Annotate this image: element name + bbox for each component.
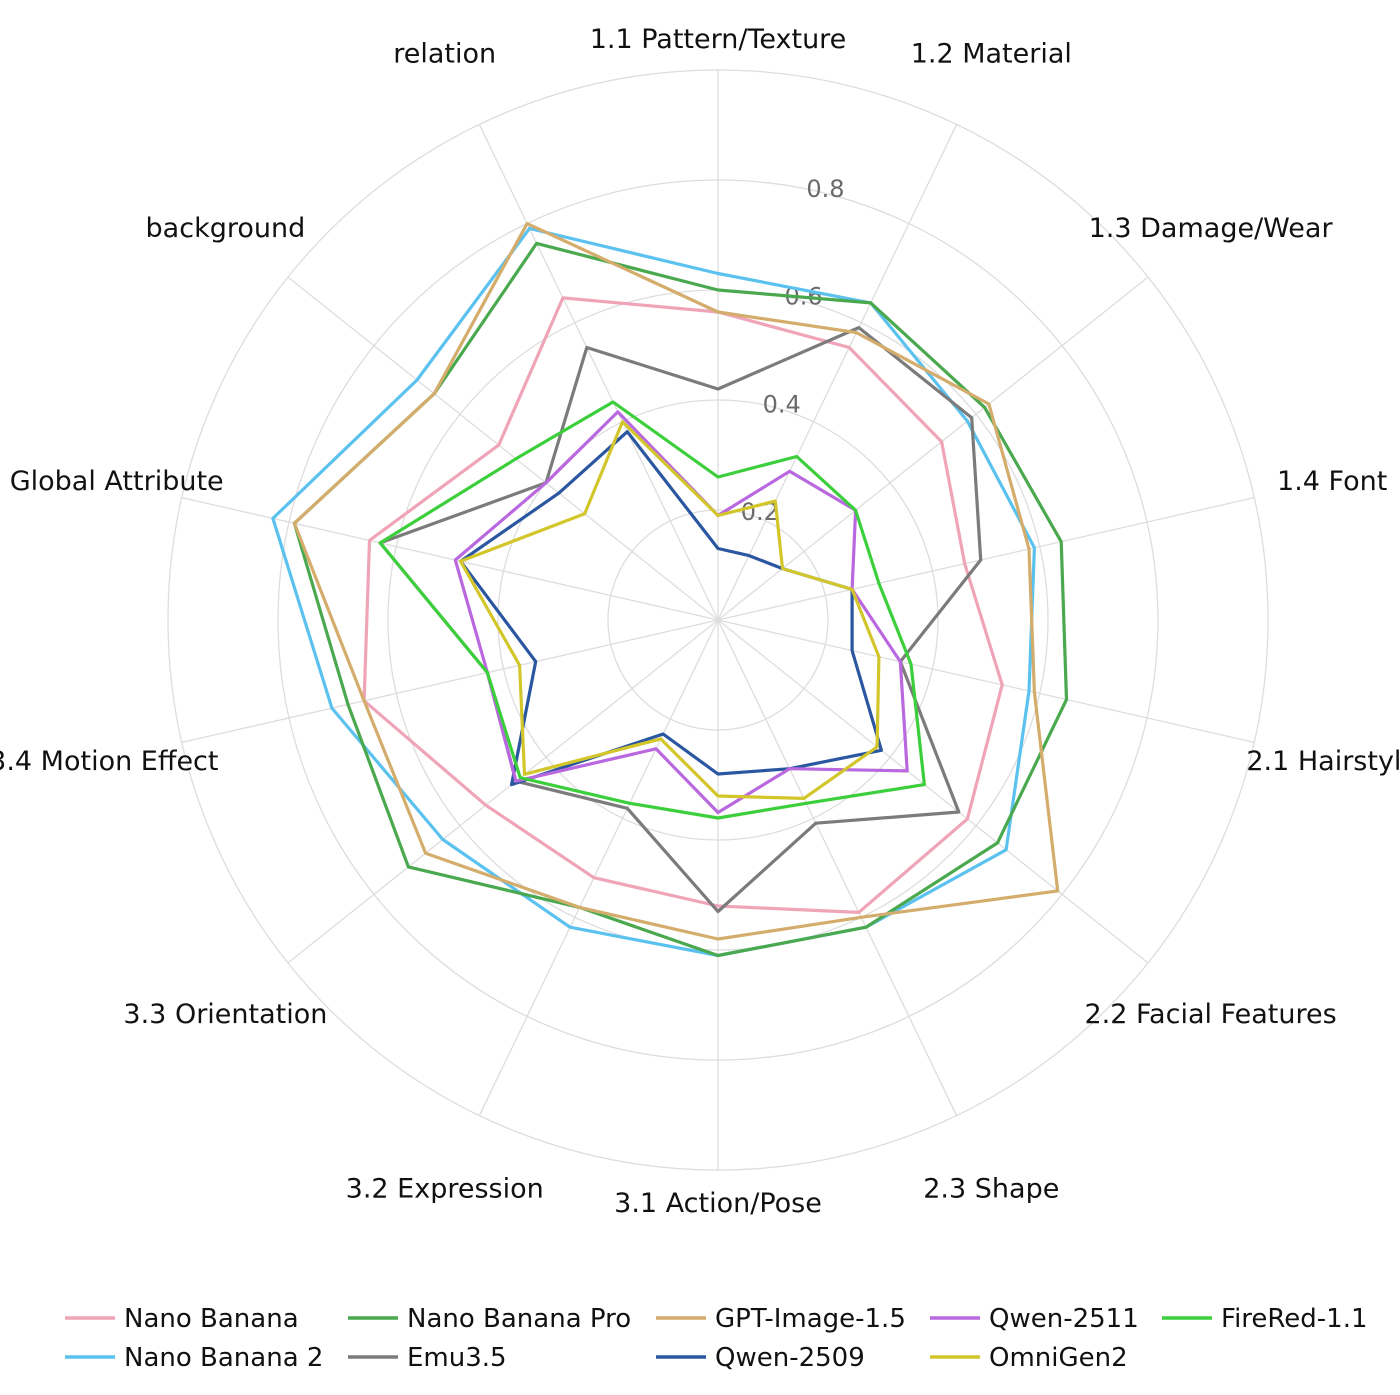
grid-spoke-7 [717,619,958,1116]
axis-label-5: 2.1 Hairstyle [1246,746,1400,777]
legend-label: GPT-Image-1.5 [715,1304,906,1334]
grid-spoke-3 [717,276,1149,621]
legend-item: Emu3.5 [348,1343,507,1373]
axis-label-10: 3.3 Orientation [123,999,327,1030]
radar-grid [167,69,1269,1171]
axis-label-14: relation [393,38,496,69]
series-line-emu3-5 [378,326,983,914]
legend-label: OmniGen2 [989,1343,1128,1373]
grid-spoke-2 [717,124,958,621]
axis-label-6: 2.2 Facial Features [1084,999,1336,1030]
tick-label: 0.4 [763,390,801,418]
axis-labels: 1.1 Pattern/Texture 1.2 Material 1.3 Damag… [0,24,1400,1219]
legend-item: GPT-Image-1.5 [656,1304,906,1334]
series-line-nano-banana-2 [271,226,1037,958]
grid-spoke-11 [181,619,719,744]
grid-spoke-5 [717,619,1255,744]
legend-label: FireRed-1.1 [1221,1304,1368,1334]
legend-item: Qwen-2511 [930,1304,1139,1334]
legend-label: Nano Banana [124,1304,299,1334]
series-line-firered-1-1 [378,400,927,820]
axis-label-2: 1.2 Material [911,38,1072,69]
series-line-omnigen2 [459,420,881,801]
grid-spoke-10 [287,619,719,964]
grid-spoke-13 [287,276,719,621]
legend-item: FireRed-1.1 [1162,1304,1368,1334]
legend-item: Nano Banana Pro [348,1304,631,1334]
series-line-nano-banana [362,296,1004,915]
radar-series [271,222,1069,958]
legend-label: Nano Banana Pro [407,1304,631,1334]
axis-label-3: 1.3 Damage/Wear [1089,213,1334,244]
legend-label: Qwen-2509 [715,1343,865,1373]
legend-item: Qwen-2509 [656,1343,865,1373]
grid-spoke-9 [478,619,719,1116]
legend-item: Nano Banana [65,1304,299,1334]
series-line-qwen-2511 [453,410,909,815]
axis-label-9: 3.2 Expression [346,1174,544,1205]
axis-label-7: 2.3 Shape [923,1174,1059,1205]
legend-item: Nano Banana 2 [65,1343,323,1373]
legend-label: Nano Banana 2 [124,1343,323,1373]
legend: Nano Banana Nano Banana 2 Nano Banana Pro E… [65,1304,1368,1373]
axis-label-8: 3.1 Action/Pose [614,1188,822,1219]
legend-label: Qwen-2511 [989,1304,1139,1334]
axis-label-4: 1.4 Font [1277,466,1387,497]
legend-label: Emu3.5 [407,1343,507,1373]
grid-spoke-12 [181,496,719,621]
axis-label-1: 1.1 Pattern/Texture [590,24,847,55]
grid-spoke-4 [717,496,1255,621]
series-line-gpt-image-1-5 [292,222,1060,941]
legend-item: OmniGen2 [930,1343,1128,1373]
grid-spoke-6 [717,619,1149,964]
axis-label-11: 3.4 Motion Effect [0,746,218,777]
tick-label: 0.8 [806,175,844,203]
grid-spoke-14 [478,124,719,621]
axis-label-12: 4 Global Attribute [0,466,224,497]
axis-label-13: background [146,213,306,244]
